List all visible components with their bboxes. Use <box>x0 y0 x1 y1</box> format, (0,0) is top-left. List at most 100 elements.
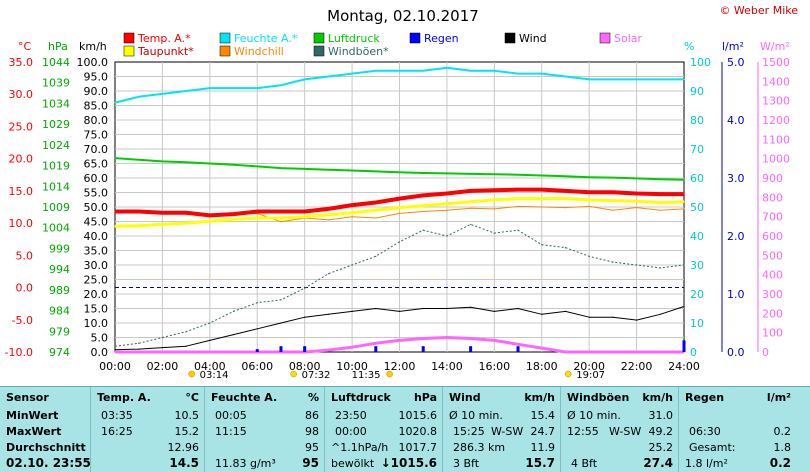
point-windchill-17 <box>517 205 519 207</box>
point-wind-21 <box>612 316 614 318</box>
rain-bar-17 <box>516 346 520 352</box>
point-temp-a-12 <box>398 198 401 200</box>
solar-tick-6: 900 <box>762 172 783 185</box>
press-current: ↓1015.6 <box>380 456 437 470</box>
point-wind-18 <box>541 313 543 315</box>
point-taupunkt-21 <box>612 200 614 202</box>
x-tick-3: 06:00 <box>241 360 273 373</box>
point-windchill-16 <box>493 208 495 210</box>
point-windb-en-19 <box>564 247 567 249</box>
stats-header-sensor: Sensor <box>6 391 49 404</box>
point-wind-17 <box>517 307 519 310</box>
point-solar-11 <box>375 342 377 344</box>
solar-tick-12: 300 <box>762 288 783 301</box>
point-solar-15 <box>470 337 472 340</box>
wind-tick-9: 55.0 <box>84 187 109 200</box>
point-wind-2 <box>161 347 163 349</box>
point-temp-a-14 <box>446 192 448 195</box>
rain-tick-1: 4.0 <box>727 114 745 127</box>
point-taupunkt-14 <box>446 203 448 205</box>
gust-beaufort: 4 Bft <box>571 457 598 470</box>
temp-tick-6: 5.0 <box>16 249 34 262</box>
pressure-tick-7: 1009 <box>42 201 70 214</box>
point-wind-12 <box>398 310 401 312</box>
solar-tick-15: 0 <box>762 346 769 359</box>
point-temp-a-22 <box>636 192 638 195</box>
wind-tick-7: 65.0 <box>84 158 109 171</box>
rain-tick-3: 2.0 <box>727 230 745 243</box>
stats-header-wind-unit: km/h <box>524 391 555 404</box>
solar-tick-8: 700 <box>762 211 783 224</box>
wind-max-time: 15:25 <box>453 425 485 438</box>
point-wind-23 <box>659 313 661 315</box>
stats-header-hum: Feuchte A. <box>211 391 278 404</box>
point-luftdruck-10 <box>351 169 353 172</box>
rain-bar-15 <box>469 346 473 352</box>
pressure-tick-11: 989 <box>49 284 70 297</box>
point-taupunkt-24 <box>683 201 685 203</box>
point-windchill-9 <box>327 219 329 221</box>
point-solar-19 <box>564 351 567 353</box>
point-feuchte-a-3 <box>185 90 187 92</box>
row-label-min: MinWert <box>6 409 59 422</box>
rain-bar-7 <box>279 346 283 352</box>
point-luftdruck-9 <box>327 169 329 171</box>
x-tick-10: 20:00 <box>573 360 605 373</box>
point-taupunkt-13 <box>422 205 424 207</box>
point-feuchte-a-23 <box>659 78 661 80</box>
point-luftdruck-14 <box>446 172 448 174</box>
point-luftdruck-22 <box>636 177 638 179</box>
legend-label-8: Windböen* <box>328 45 389 58</box>
legend-label-7: Windchill <box>234 45 284 58</box>
point-windb-en-12 <box>398 241 401 243</box>
x-tick-12: 24:00 <box>668 360 700 373</box>
point-taupunkt-10 <box>351 212 353 214</box>
temp-tick-0: 35.0 <box>9 56 34 69</box>
point-luftdruck-3 <box>185 161 187 163</box>
point-temp-a-20 <box>588 191 590 193</box>
point-wind-5 <box>232 334 235 336</box>
stats-header-temp: Temp. A. <box>97 391 151 404</box>
rain-tick-0: 5.0 <box>727 56 745 69</box>
wind-current: 15.7 <box>525 456 555 470</box>
pressure-tick-14: 974 <box>49 346 70 359</box>
rain-tick-2: 3.0 <box>727 172 745 185</box>
x-tick-1: 02:00 <box>147 360 179 373</box>
stats-col-rain: Regen l/m² 06:30 0.2 Gesamt: 1.8 1.8 l/m… <box>678 387 797 472</box>
legend-label-1: Feuchte A.* <box>234 32 298 45</box>
point-windb-en-14 <box>446 235 448 237</box>
humidity-tick-2: 80 <box>690 114 704 127</box>
wind-tick-16: 20.0 <box>84 288 109 301</box>
point-temp-a-19 <box>564 190 567 192</box>
point-temp-a-13 <box>422 194 424 196</box>
point-solar-2 <box>161 351 163 353</box>
stats-header-gust-unit: km/h <box>642 391 673 404</box>
point-solar-18 <box>541 347 543 349</box>
point-solar-12 <box>398 339 401 341</box>
legend-label-0: Temp. A.* <box>137 32 191 45</box>
point-taupunkt-5 <box>232 218 235 220</box>
point-feuchte-a-22 <box>636 78 638 80</box>
axis-unit-solar: W/m² <box>760 40 790 53</box>
point-solar-5 <box>232 351 235 353</box>
point-luftdruck-20 <box>588 176 590 178</box>
point-feuchte-a-18 <box>541 73 543 75</box>
temp-min: 10.5 <box>174 409 200 422</box>
x-tick-9: 18:00 <box>526 360 558 373</box>
point-solar-17 <box>517 343 519 345</box>
point-windchill-10 <box>351 216 353 218</box>
point-taupunkt-9 <box>327 214 329 216</box>
point-windchill-18 <box>541 206 543 208</box>
wind-tick-10: 50.0 <box>84 201 109 214</box>
point-windb-en-23 <box>659 267 661 269</box>
humidity-tick-4: 60 <box>690 172 704 185</box>
point-temp-a-15 <box>470 190 472 192</box>
point-taupunkt-23 <box>659 201 661 204</box>
point-windchill-20 <box>588 205 590 207</box>
point-windb-en-3 <box>185 331 187 333</box>
point-temp-a-17 <box>517 189 519 191</box>
point-feuchte-a-1 <box>138 96 140 98</box>
humidity-tick-10: 0 <box>690 346 697 359</box>
humidity-tick-3: 70 <box>690 143 704 156</box>
legend-label-2: Luftdruck <box>328 32 380 45</box>
